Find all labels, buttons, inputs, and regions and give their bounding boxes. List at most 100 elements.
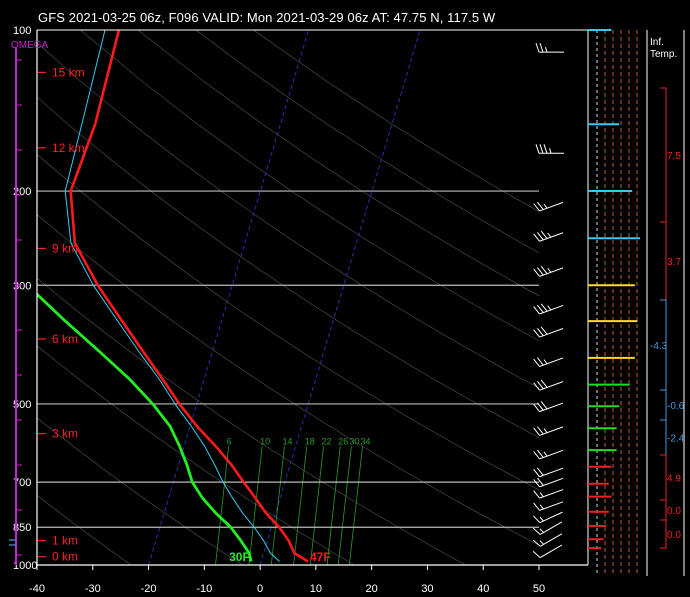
wind-barbs [532, 42, 564, 559]
barb-full [533, 382, 540, 391]
barb-full [532, 527, 541, 535]
barb-full [540, 401, 548, 410]
barb-staff [539, 232, 564, 242]
stability-bracket [660, 519, 667, 549]
barb-staff [539, 402, 564, 413]
height-label: 1 km [52, 534, 78, 548]
barb-full [533, 268, 540, 277]
stability-value: 7.5 [667, 151, 681, 162]
wind-barb [533, 379, 564, 391]
barb-full [533, 469, 540, 478]
x-tick-label: -10 [196, 583, 212, 595]
barb-staff [539, 426, 564, 436]
wind-barb [533, 477, 564, 488]
surface-temperature-label: 47F [310, 550, 331, 564]
barb-half [545, 47, 548, 53]
barb-half [547, 232, 552, 238]
x-tick-label: 40 [477, 583, 489, 595]
barb-full [533, 451, 540, 460]
barb-full [533, 329, 540, 338]
mixing-ratio-label: 6 [227, 436, 232, 446]
barb-full [543, 144, 548, 154]
barb-full [537, 232, 544, 241]
barb-half [543, 359, 548, 365]
stability-value: -2.4 [667, 434, 685, 445]
barb-half [539, 540, 545, 545]
wind-barb [533, 230, 564, 242]
barb-full [540, 265, 548, 274]
barb-half [539, 528, 545, 533]
barb-full [533, 233, 540, 242]
barb-full [535, 144, 540, 154]
x-tick-label: 10 [310, 583, 322, 595]
omega-axis: OMEGA [9, 40, 49, 565]
mixing-ratio-line [326, 446, 341, 565]
barb-full [540, 326, 548, 335]
isotherm-line [148, 30, 310, 565]
wind-barb [532, 511, 563, 524]
mixing-ratio-label: 10 [260, 436, 270, 446]
mixing-ratio-label: 26 [338, 436, 348, 446]
mixing-ratio-line [293, 446, 308, 565]
wind-barb [533, 265, 564, 277]
barb-half [547, 267, 552, 273]
wind-barb [532, 521, 563, 535]
dry-adiabat [37, 417, 243, 565]
sounding-profiles [37, 30, 309, 563]
pressure-label: 100 [13, 25, 31, 37]
mixing-ratio-label: 18 [305, 436, 315, 446]
barb-full [537, 304, 544, 313]
mixing-ratio-line [270, 446, 285, 565]
barb-full [533, 403, 540, 412]
barb-half [543, 428, 548, 433]
barb-full [533, 490, 540, 499]
mixing-ratio-label: 14 [282, 436, 292, 446]
barb-full [537, 449, 544, 458]
stability-bracket [660, 389, 667, 421]
barb-full [537, 467, 544, 476]
barb-full [537, 426, 544, 435]
barb-full [535, 42, 540, 53]
barb-full [537, 267, 544, 276]
barb-full [537, 327, 544, 337]
surface-dewpoint-label: 30F [229, 550, 250, 564]
temp-label: Temp. [650, 49, 677, 60]
x-tick-label: 30 [421, 583, 433, 595]
barb-staff [539, 533, 563, 547]
mixing-ratio-label: 30 [349, 436, 359, 446]
barb-staff [539, 357, 564, 367]
barb-half [539, 492, 544, 498]
wind-barb [533, 489, 564, 499]
mixing-ratio-label: 34 [361, 436, 371, 446]
barb-staff [539, 477, 564, 488]
x-tick-label: 20 [366, 583, 378, 595]
stability-bracket [660, 87, 667, 223]
dewpoint-line [37, 292, 253, 562]
freezing-lines [148, 30, 421, 565]
x-tick-label: -20 [141, 583, 157, 595]
height-label: 15 km [52, 65, 85, 79]
barb-full [539, 144, 544, 154]
stability-value: 4.9 [667, 474, 681, 485]
barb-staff [539, 381, 564, 391]
height-label: 12 km [52, 141, 85, 155]
height-label: 6 km [52, 332, 78, 346]
barb-full [533, 427, 540, 436]
stability-value: -4.3 [650, 341, 668, 352]
barb-full [537, 201, 544, 210]
dry-adiabat [80, 30, 539, 342]
height-label: 9 km [52, 241, 78, 255]
barb-staff [539, 544, 563, 559]
temperature-line [69, 30, 309, 563]
barb-full [537, 402, 544, 411]
dry-adiabat [37, 96, 539, 438]
barb-staff [539, 201, 564, 212]
barb-staff [539, 521, 563, 535]
mixing-ratio-line [248, 446, 263, 565]
height-label: 0 km [52, 550, 78, 564]
barb-staff [539, 511, 563, 524]
barb-full [533, 358, 540, 367]
barb-half [539, 504, 544, 510]
